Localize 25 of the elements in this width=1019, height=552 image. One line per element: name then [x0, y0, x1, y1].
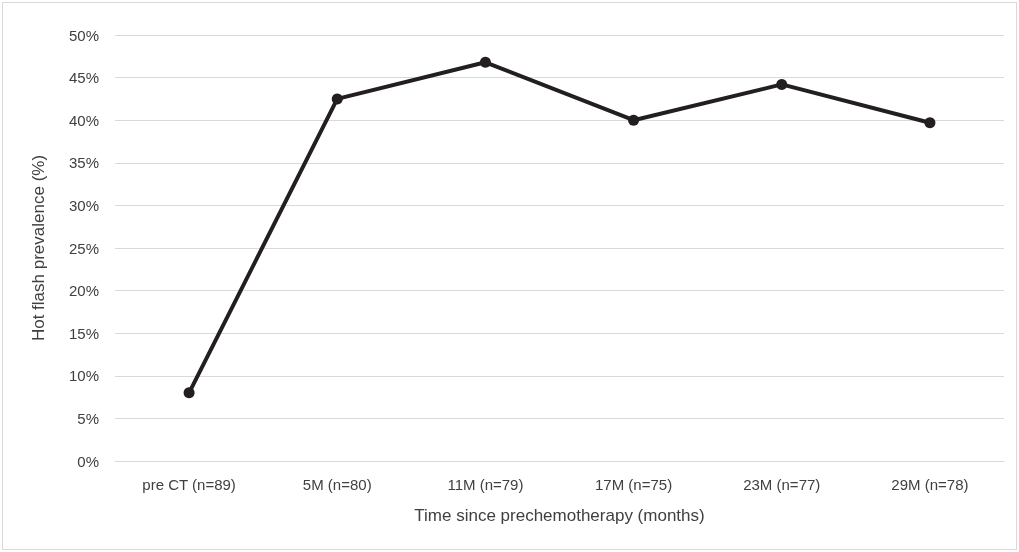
y-tick-label: 45%: [68, 69, 99, 87]
y-tick-label: 10%: [68, 367, 99, 385]
y-tick-label: 50%: [68, 26, 99, 44]
y-axis-title: Hot flash prevalence (%): [29, 154, 48, 342]
point: [924, 117, 936, 129]
x-tick-label: 23M (n=77): [743, 476, 821, 493]
y-tick-label: 40%: [68, 111, 99, 129]
y-tick-label: 25%: [68, 239, 99, 257]
point: [628, 114, 640, 126]
y-tick-label: 30%: [68, 196, 99, 214]
y-tick-label: 35%: [68, 154, 99, 172]
y-tick-label: 15%: [68, 324, 99, 342]
x-tick-label: 17M (n=75): [595, 476, 673, 493]
x-tick-label: 11M (n=79): [447, 476, 524, 493]
point: [183, 387, 195, 399]
point: [776, 78, 788, 90]
x-tick-label: pre CT (n=89): [142, 476, 236, 493]
y-tick-label: 20%: [68, 282, 99, 300]
x-axis-title: Time since prechemotherapy (months): [414, 506, 705, 525]
point: [331, 93, 343, 105]
point: [479, 56, 491, 68]
y-tick-label: 5%: [77, 409, 99, 427]
x-tick-label: 5M (n=80): [302, 476, 372, 493]
x-tick-label: 29M (n=78): [891, 476, 969, 493]
y-tick-label: 0%: [77, 452, 99, 470]
